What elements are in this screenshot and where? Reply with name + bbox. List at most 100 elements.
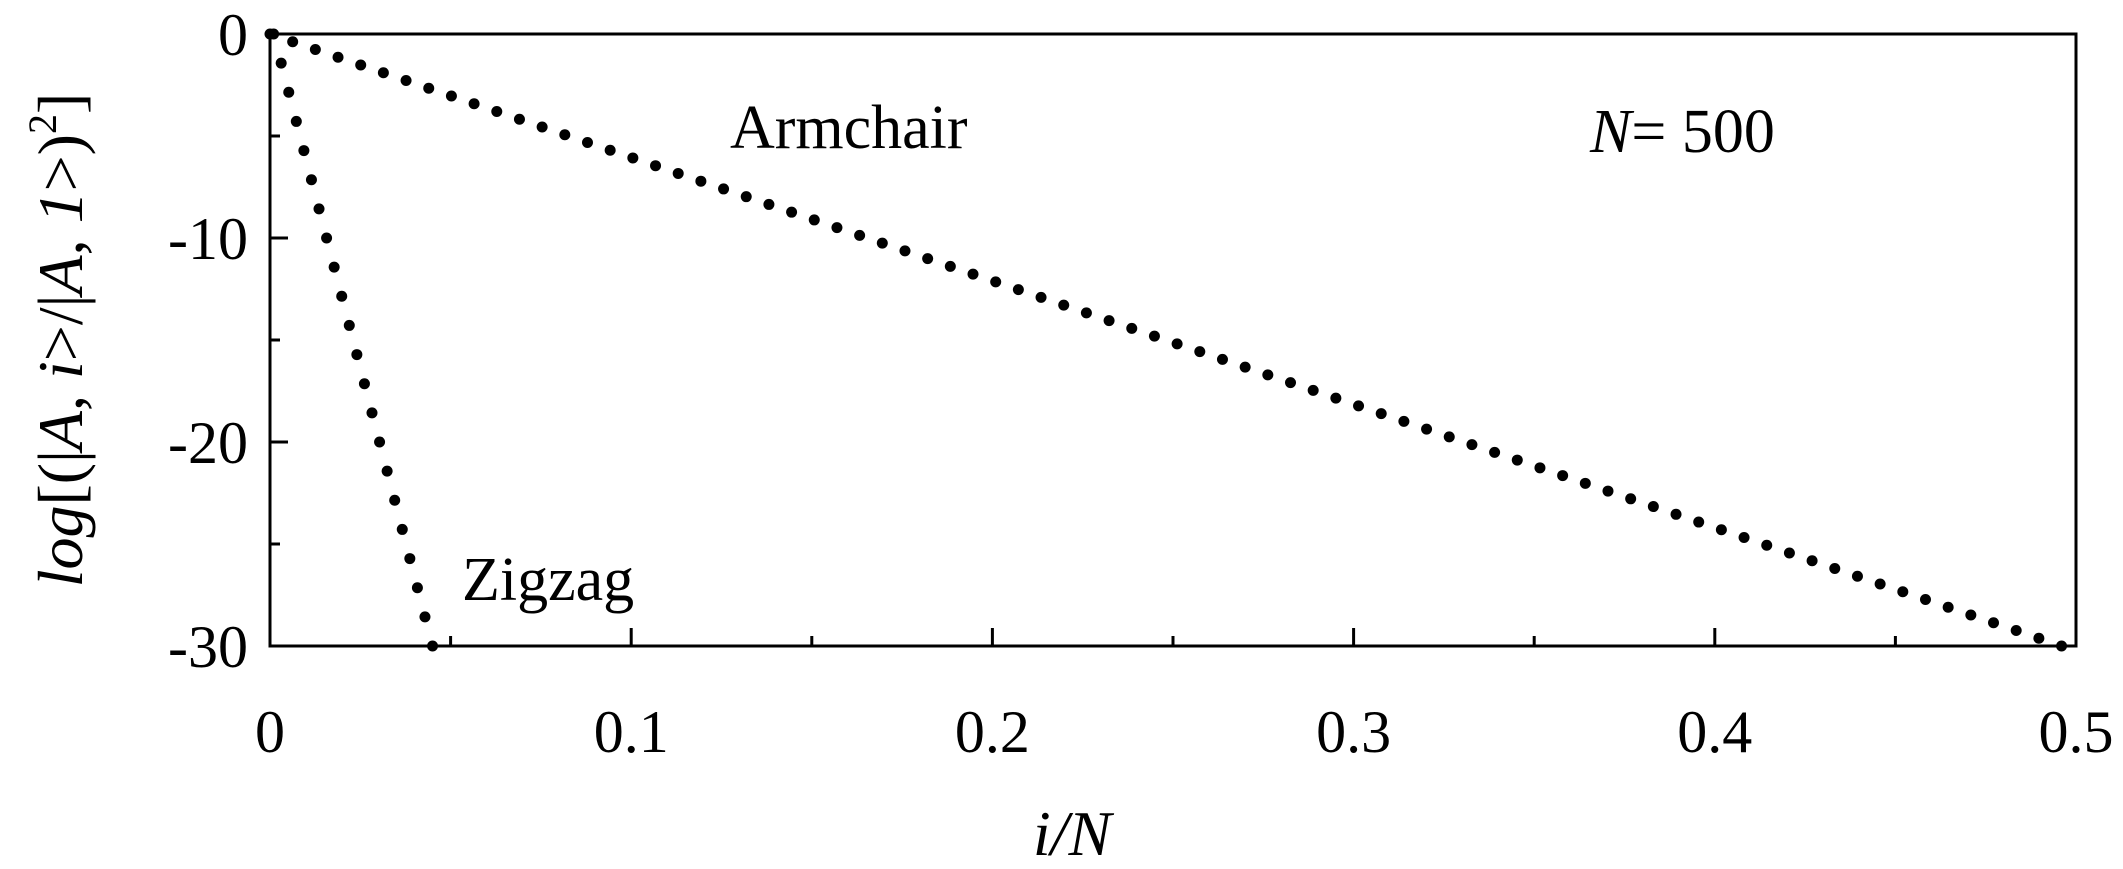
x-axis-label: i/N bbox=[1033, 798, 1115, 869]
y-label-i: i bbox=[25, 361, 96, 379]
armchair-point bbox=[287, 36, 299, 48]
zigzag-point bbox=[336, 290, 348, 302]
zigzag-point bbox=[321, 232, 333, 244]
armchair-point bbox=[1557, 470, 1569, 482]
y-tick-label: -30 bbox=[168, 614, 248, 680]
zigzag-point bbox=[411, 582, 423, 594]
armchair-point bbox=[1511, 454, 1523, 466]
armchair-point bbox=[1012, 284, 1024, 296]
y-label-comma1: , bbox=[25, 379, 96, 411]
armchair-point bbox=[604, 144, 616, 156]
zigzag-point bbox=[419, 611, 431, 623]
armchair-point bbox=[536, 121, 548, 133]
armchair-point bbox=[1534, 462, 1546, 474]
armchair-point bbox=[1897, 586, 1909, 598]
armchair-point bbox=[854, 229, 866, 241]
armchair-point bbox=[1489, 446, 1501, 458]
armchair-point bbox=[581, 136, 593, 148]
zigzag-point bbox=[351, 349, 363, 361]
x-tick-label: 0.5 bbox=[2039, 699, 2114, 765]
armchair-point bbox=[1421, 423, 1433, 435]
y-tick-label: -20 bbox=[168, 410, 248, 476]
zigzag-point bbox=[298, 145, 310, 157]
y-label-prefix: log bbox=[25, 506, 96, 588]
armchair-point bbox=[1851, 570, 1863, 582]
armchair-point bbox=[1398, 415, 1410, 427]
zigzag-point bbox=[275, 57, 287, 69]
armchair-point bbox=[695, 175, 707, 187]
armchair-point bbox=[1353, 400, 1365, 412]
armchair-point bbox=[1738, 532, 1750, 544]
armchair-point bbox=[627, 152, 639, 164]
armchair-point bbox=[808, 214, 820, 226]
armchair-point bbox=[944, 260, 956, 272]
armchair-point bbox=[1965, 609, 1977, 621]
armchair-point bbox=[1647, 501, 1659, 513]
armchair-point bbox=[1761, 539, 1773, 551]
armchair-point bbox=[1307, 384, 1319, 396]
armchair-point bbox=[332, 51, 344, 63]
armchair-point bbox=[2056, 640, 2068, 652]
zigzag-point bbox=[268, 28, 280, 40]
armchair-point bbox=[1126, 322, 1138, 334]
annotation-n-value: = 500 bbox=[1631, 98, 1774, 166]
armchair-point bbox=[1693, 516, 1705, 528]
armchair-point bbox=[1103, 315, 1115, 327]
armchair-point bbox=[1783, 547, 1795, 559]
armchair-point bbox=[1216, 353, 1228, 365]
armchair-point bbox=[786, 206, 798, 218]
zigzag-point bbox=[427, 640, 439, 652]
annotation-n: N= 500 bbox=[1589, 98, 1775, 166]
armchair-point bbox=[1443, 431, 1455, 443]
armchair-point bbox=[309, 43, 321, 55]
armchair-point bbox=[1330, 392, 1342, 404]
zigzag-point bbox=[404, 553, 416, 565]
y-axis-label: log[(|A, i>/|A, 1>)2] bbox=[20, 93, 96, 588]
y-label-bracket-close: ] bbox=[25, 93, 96, 114]
y-label-close: >) bbox=[25, 134, 96, 191]
data-points bbox=[264, 28, 2068, 652]
zigzag-point bbox=[290, 115, 302, 127]
zigzag-point bbox=[358, 378, 370, 390]
x-tick-label: 0.2 bbox=[955, 699, 1030, 765]
annotation-n-symbol: N bbox=[1589, 98, 1635, 166]
armchair-point bbox=[763, 198, 775, 210]
armchair-point bbox=[1080, 307, 1092, 319]
zigzag-point bbox=[374, 436, 386, 448]
armchair-point bbox=[2033, 632, 2045, 644]
armchair-point bbox=[2010, 625, 2022, 637]
zigzag-point bbox=[366, 407, 378, 419]
zigzag-point bbox=[343, 319, 355, 331]
armchair-point bbox=[1148, 330, 1160, 342]
armchair-point bbox=[740, 191, 752, 203]
y-label-a2: A bbox=[25, 255, 96, 299]
armchair-point bbox=[967, 268, 979, 280]
armchair-point bbox=[1829, 563, 1841, 575]
tick-labels: 0 0.1 0.2 0.3 0.4 0.5 0 -10 -20 -30 bbox=[168, 2, 2113, 765]
armchair-point bbox=[1285, 377, 1297, 389]
annotation-armchair: Armchair bbox=[730, 94, 968, 162]
armchair-point bbox=[1715, 524, 1727, 536]
armchair-point bbox=[1262, 369, 1274, 381]
armchair-point bbox=[1466, 439, 1478, 451]
zigzag-point bbox=[389, 494, 401, 506]
zigzag-point bbox=[381, 465, 393, 477]
armchair-point bbox=[922, 253, 934, 265]
armchair-point bbox=[1194, 346, 1206, 358]
y-label-a1: A bbox=[25, 410, 96, 454]
armchair-point bbox=[990, 276, 1002, 288]
y-label-open: [(| bbox=[25, 450, 96, 505]
x-tick-label: 0.3 bbox=[1316, 699, 1391, 765]
armchair-point bbox=[831, 222, 843, 234]
x-tick-label: 0 bbox=[255, 699, 285, 765]
armchair-point bbox=[1375, 408, 1387, 420]
armchair-point bbox=[1035, 291, 1047, 303]
y-label-mid: >/| bbox=[25, 295, 96, 362]
armchair-point bbox=[1670, 508, 1682, 520]
x-tick-label: 0.4 bbox=[1677, 699, 1752, 765]
armchair-point bbox=[1988, 617, 2000, 629]
armchair-point bbox=[445, 90, 457, 102]
armchair-point bbox=[468, 98, 480, 110]
annotation-zigzag: Zigzag bbox=[462, 546, 634, 614]
